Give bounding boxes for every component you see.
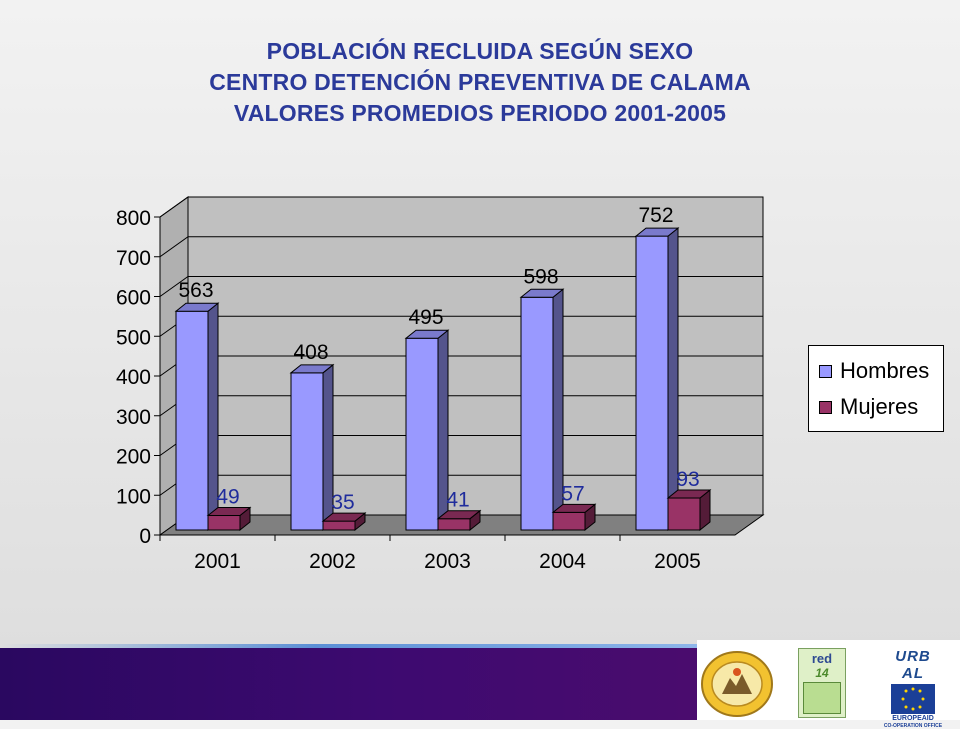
legend-label-mujeres: Mujeres: [840, 394, 919, 419]
bar-mujeres-2001: [206, 506, 252, 532]
x-tick-label: 2001: [194, 550, 241, 573]
eu-flag-icon: [891, 684, 935, 714]
data-label-hombres-2001: 563: [178, 279, 213, 302]
bar-top: [174, 302, 220, 312]
legend-swatch-hombres: [819, 364, 832, 378]
bar-front: [322, 520, 356, 531]
red-logo-number: 14: [815, 666, 829, 680]
title-line-3: VALORES PROMEDIOS PERIODO 2001-2005: [233, 100, 727, 126]
y-tick-label: 800: [116, 207, 151, 230]
x-tick-label: 2002: [309, 550, 356, 573]
y-tick-label: 0: [139, 525, 151, 548]
y-tick-label: 400: [116, 366, 151, 389]
bar-front: [667, 497, 701, 531]
gridline: [159, 276, 763, 297]
y-tick-label: 300: [116, 406, 151, 429]
data-label-hombres-2005: 752: [638, 204, 673, 227]
data-label-mujeres-2002: 35: [331, 491, 354, 514]
red-logo-badge: [803, 682, 841, 714]
gridline: [159, 236, 763, 258]
bar-hombres-2003: [404, 329, 450, 532]
legend-label-hombres: Hombres: [840, 358, 930, 383]
bar-top: [206, 507, 252, 517]
data-label-mujeres-2004: 57: [561, 482, 584, 505]
bar-front: [437, 518, 471, 531]
municipality-seal-logo: [701, 651, 773, 717]
title-line-2: CENTRO DETENCIÓN PREVENTIVA DE CALAMA: [209, 69, 751, 95]
legend-item-hombres: Hombres: [819, 358, 929, 384]
bar-top: [289, 364, 335, 374]
data-label-mujeres-2001: 49: [216, 486, 239, 509]
x-tick-label: 2005: [654, 550, 701, 573]
bar-mujeres-2004: [551, 503, 597, 532]
bar-mujeres-2002: [321, 512, 367, 532]
data-label-hombres-2004: 598: [523, 265, 558, 288]
bar-top: [519, 288, 565, 298]
red14-logo: red 14: [798, 648, 846, 718]
chart-axes: 0 100 200 300 400 500 600 700 800 2001 2002 2003 200…: [116, 207, 735, 573]
urbal-word: URB AL: [895, 648, 931, 682]
bar-hombres-2002: [289, 363, 335, 532]
bar-front: [520, 296, 554, 531]
data-label-mujeres-2005: 93: [676, 468, 699, 491]
legend-item-mujeres: Mujeres: [819, 394, 918, 420]
y-tick-label: 600: [116, 287, 151, 310]
chart-legend: Hombres Mujeres: [808, 345, 944, 432]
y-tick-label: 200: [116, 446, 151, 469]
eu-caption-1: EUROPEAID: [892, 715, 934, 722]
data-label-hombres-2003: 495: [408, 306, 443, 329]
bar-top: [404, 329, 450, 339]
eu-caption-2: CO-OPERATION OFFICE: [883, 723, 943, 729]
title-line-1: POBLACIÓN RECLUIDA SEGÚN SEXO: [266, 38, 694, 64]
bar-hombres-2005: [634, 227, 680, 532]
chart-labels: 563 49 408 35 495 41 598 57 752 93: [178, 204, 699, 514]
bar-front: [290, 372, 324, 531]
red-logo-word: red: [811, 651, 833, 666]
bar-hombres-2004: [519, 288, 565, 532]
bar-front: [552, 511, 586, 531]
x-tick-label: 2003: [424, 550, 471, 573]
bar-mujeres-2005: [666, 488, 712, 532]
bar-top: [436, 510, 482, 520]
y-tick-label: 700: [116, 247, 151, 270]
y-tick-label: 100: [116, 485, 151, 508]
x-tick-label: 2004: [539, 550, 586, 573]
bar-front: [175, 310, 209, 531]
urbal-europeaid-logo: URB AL EUROPEAID CO-OPERATION OFFICE: [882, 648, 944, 729]
data-label-hombres-2002: 408: [293, 341, 328, 364]
bar-top: [551, 503, 597, 513]
gridline: [159, 196, 763, 218]
bar-mujeres-2003: [436, 509, 482, 532]
bar-front: [207, 515, 241, 531]
bar-front: [405, 337, 439, 531]
bar-top: [321, 512, 367, 522]
bar-top: [666, 489, 712, 499]
bar-top: [634, 227, 680, 237]
chart-title: POBLACIÓN RECLUIDA SEGÚN SEXO CENTRO DET…: [0, 36, 960, 129]
y-tick-label: 500: [116, 326, 151, 349]
bar-hombres-2001: [174, 302, 220, 532]
legend-swatch-mujeres: [819, 400, 832, 414]
bar-front: [635, 235, 669, 531]
data-label-mujeres-2003: 41: [446, 489, 469, 512]
bar-chart: 563 49 408 35 495 41 598 57 752 93 0 100 200 300 400 5…: [116, 196, 765, 573]
chart-bars: [174, 227, 712, 532]
